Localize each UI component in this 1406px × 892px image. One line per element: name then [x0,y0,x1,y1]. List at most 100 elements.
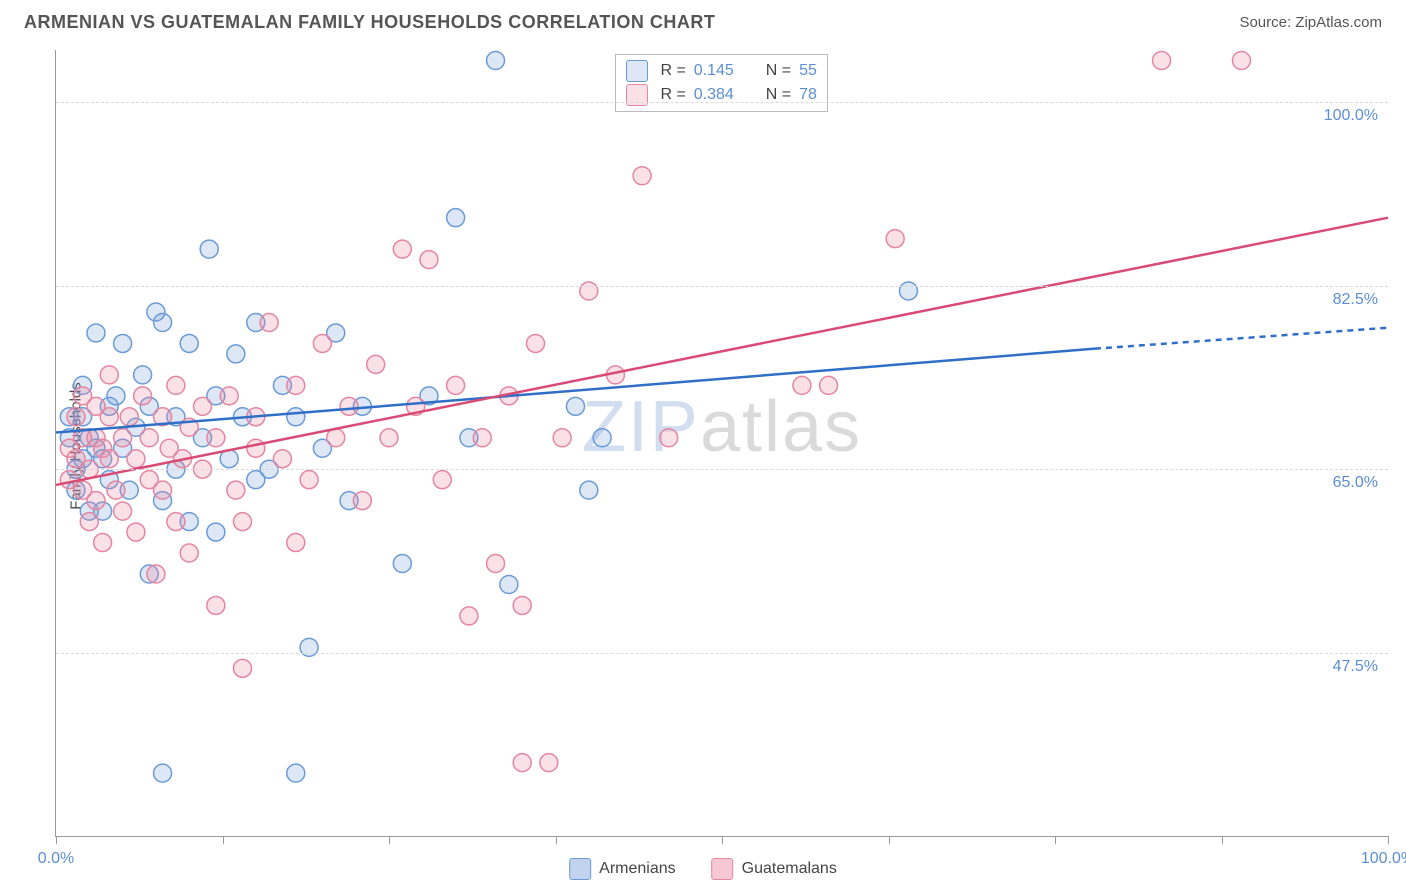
scatter-point [87,324,105,342]
scatter-point [180,334,198,352]
scatter-point [154,313,172,331]
scatter-point [220,387,238,405]
scatter-point [207,429,225,447]
scatter-point [227,345,245,363]
scatter-point [207,596,225,614]
scatter-point [100,366,118,384]
scatter-point [487,555,505,573]
scatter-point [367,355,385,373]
scatter-point [287,534,305,552]
legend-label-guatemalans: Guatemalans [742,860,837,878]
scatter-point [447,376,465,394]
scatter-point [513,596,531,614]
scatter-point [287,764,305,782]
scatter-point [140,429,158,447]
scatter-point [393,240,411,258]
scatter-point [120,408,138,426]
scatter-point [114,502,132,520]
scatter-point [593,429,611,447]
scatter-point [273,450,291,468]
scatter-point [180,544,198,562]
scatter-point [233,659,251,677]
legend-item-guatemalans: Guatemalans [712,858,837,880]
scatter-point [380,429,398,447]
scatter-point [167,376,185,394]
scatter-point [553,429,571,447]
scatter-point [793,376,811,394]
scatter-plot-svg [56,50,1388,836]
scatter-point [580,282,598,300]
scatter-point [200,240,218,258]
gridline [56,286,1388,287]
scatter-point [447,209,465,227]
x-tick [722,836,723,844]
scatter-point [227,481,245,499]
x-tick [223,836,224,844]
scatter-point [580,481,598,499]
scatter-point [633,167,651,185]
legend-label-armenians: Armenians [599,860,675,878]
scatter-point [287,376,305,394]
scatter-point [107,387,125,405]
scatter-point [899,282,917,300]
scatter-point [127,523,145,541]
scatter-point [540,754,558,772]
scatter-point [94,534,112,552]
legend-swatch-armenians-bottom [569,858,591,880]
gridline [56,469,1388,470]
scatter-point [500,575,518,593]
y-tick-label: 65.0% [1333,474,1378,492]
scatter-point [340,397,358,415]
x-tick [1055,836,1056,844]
scatter-point [100,450,118,468]
scatter-point [107,481,125,499]
scatter-point [147,565,165,583]
scatter-point [247,439,265,457]
chart-title: ARMENIAN VS GUATEMALAN FAMILY HOUSEHOLDS… [24,12,715,33]
scatter-point [80,513,98,531]
scatter-point [313,334,331,352]
scatter-point [300,638,318,656]
trend-line-dash [1095,328,1388,349]
scatter-point [460,607,478,625]
scatter-point [353,492,371,510]
scatter-point [134,387,152,405]
scatter-point [1232,51,1250,69]
scatter-point [1153,51,1171,69]
gridline [56,653,1388,654]
x-tick [889,836,890,844]
scatter-point [473,429,491,447]
scatter-point [420,251,438,269]
x-tick [1222,836,1223,844]
scatter-point [660,429,678,447]
scatter-point [287,408,305,426]
scatter-point [127,450,145,468]
trend-line [56,218,1388,485]
scatter-point [207,523,225,541]
scatter-point [487,51,505,69]
scatter-point [100,408,118,426]
scatter-point [134,366,152,384]
scatter-point [87,492,105,510]
scatter-point [67,408,85,426]
scatter-point [167,513,185,531]
scatter-point [566,397,584,415]
series-legend: Armenians Guatemalans [569,858,837,880]
y-tick-label: 100.0% [1324,107,1378,125]
x-tick-label-max: 100.0% [1361,850,1406,868]
x-tick [389,836,390,844]
scatter-point [300,471,318,489]
scatter-point [233,513,251,531]
scatter-point [886,230,904,248]
y-tick-label: 82.5% [1333,291,1378,309]
x-tick-label-min: 0.0% [38,850,74,868]
scatter-point [194,397,212,415]
scatter-point [513,754,531,772]
legend-item-armenians: Armenians [569,858,675,880]
x-tick [56,836,57,844]
chart-source: Source: ZipAtlas.com [1239,14,1382,31]
scatter-point [114,429,132,447]
scatter-point [393,555,411,573]
legend-swatch-guatemalans-bottom [712,858,734,880]
x-tick [1388,836,1389,844]
